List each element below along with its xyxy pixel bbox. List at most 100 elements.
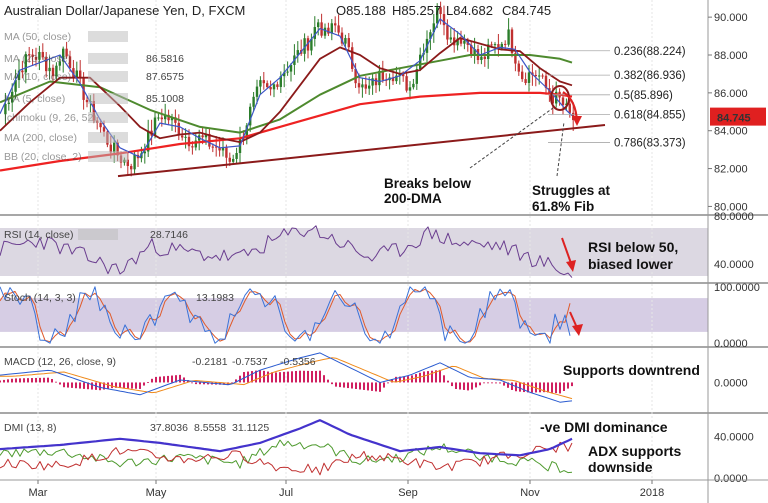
candle-body — [483, 56, 486, 59]
indicator-label: Ichimoku (9, 26, 52) — [4, 112, 97, 124]
candle-body — [24, 54, 27, 73]
histogram-bar — [327, 379, 329, 383]
histogram-bar — [351, 382, 353, 389]
candle-body — [245, 125, 248, 139]
candle-body — [68, 56, 72, 69]
candle-body — [381, 70, 384, 80]
fib-label: 0.5(85.896) — [614, 90, 673, 102]
histogram-bar — [391, 379, 393, 383]
rsi-arrow-head — [566, 260, 576, 272]
indicator-label: Stoch (14, 3, 3) — [4, 292, 76, 304]
candle-body — [266, 83, 269, 88]
histogram-bar — [443, 375, 445, 383]
histogram-bar — [163, 376, 165, 383]
indicator-value: 13.1983 — [196, 292, 234, 304]
candle-body — [412, 83, 415, 88]
candle-body — [473, 49, 476, 56]
histogram-bar — [147, 382, 149, 383]
histogram-bar — [543, 382, 545, 393]
indicator-controls — [88, 132, 128, 143]
histogram-bar — [195, 382, 197, 385]
rsi-line — [0, 225, 573, 278]
histogram-bar — [311, 370, 313, 383]
candle-body — [371, 78, 374, 86]
candle-body — [170, 117, 174, 121]
ohlc-value: C84.745 — [502, 3, 551, 18]
stoch-k-line — [0, 286, 571, 344]
histogram-bar — [451, 382, 453, 387]
candle-body — [228, 157, 231, 162]
candle-body — [432, 23, 435, 33]
histogram-bar — [475, 382, 477, 388]
histogram-bar — [483, 382, 485, 384]
candle-body — [272, 84, 276, 90]
histogram-bar — [179, 374, 181, 383]
candle-body — [429, 32, 432, 39]
candle-body — [181, 135, 184, 138]
tick-label: 90.000 — [714, 12, 748, 24]
candle-body — [184, 136, 187, 138]
candle-body — [153, 117, 157, 136]
histogram-bar — [75, 382, 77, 389]
candle-body — [395, 75, 398, 82]
series-layer — [0, 1, 606, 476]
annotation-text: ADX supports — [588, 443, 682, 459]
histogram-bar — [431, 370, 433, 383]
histogram-bar — [295, 370, 297, 383]
candle-body — [565, 103, 568, 106]
x-tick-label: May — [146, 487, 167, 499]
histogram-bar — [87, 382, 89, 390]
histogram-bar — [435, 370, 437, 383]
indicator-label: BB (20, close, 2) — [4, 151, 82, 163]
candle-body — [374, 78, 378, 86]
fib-label: 0.618(84.855) — [614, 110, 686, 122]
histogram-bar — [511, 382, 513, 390]
candle-body — [405, 76, 408, 91]
candle-body — [167, 114, 170, 121]
candle-body — [296, 50, 299, 56]
tick-label: 0.0000 — [714, 338, 748, 350]
indicator-controls — [88, 31, 128, 42]
histogram-bar — [319, 370, 321, 383]
histogram-bar — [439, 369, 441, 383]
histogram-bar — [207, 382, 209, 385]
histogram-bar — [499, 382, 501, 384]
histogram-bar — [115, 382, 117, 388]
histogram-bar — [267, 371, 269, 383]
candle-body — [340, 32, 344, 44]
histogram-bar — [243, 372, 245, 383]
candle-body — [517, 63, 520, 72]
stoch-d-line — [0, 288, 571, 343]
tick-label: 80.000 — [714, 201, 748, 213]
chart-title: Australian Dollar/Japanese Yen, D, FXCM — [4, 3, 245, 18]
histogram-bar — [83, 382, 85, 389]
labels-layer: Australian Dollar/Japanese Yen, D, FXCM O… — [4, 3, 551, 434]
histogram-bar — [35, 377, 37, 383]
histogram-bar — [111, 382, 113, 389]
histogram-bar — [531, 382, 533, 393]
candle-body — [480, 56, 483, 60]
histogram-bar — [279, 372, 281, 383]
histogram-bar — [491, 382, 493, 384]
candle-body — [337, 25, 340, 33]
candle-body — [442, 14, 446, 26]
histogram-bar — [447, 380, 449, 383]
candle-body — [17, 70, 21, 81]
histogram-bar — [387, 382, 389, 384]
x-tick-label: 2018 — [640, 487, 664, 499]
indicator-controls — [88, 151, 128, 162]
histogram-bar — [135, 382, 137, 389]
indicator-label: MA (20, close) — [4, 53, 71, 65]
histogram-bar — [63, 382, 65, 388]
histogram-bar — [479, 382, 481, 386]
histogram-bar — [507, 382, 509, 388]
candle-body — [334, 23, 337, 26]
histogram-bar — [79, 382, 81, 389]
candle-body — [174, 117, 177, 123]
candle-body — [7, 102, 10, 105]
candle-body — [493, 44, 497, 46]
candle-body — [113, 142, 116, 153]
candle-body — [568, 103, 571, 113]
candle-body — [92, 100, 95, 121]
candle-body — [490, 44, 493, 46]
